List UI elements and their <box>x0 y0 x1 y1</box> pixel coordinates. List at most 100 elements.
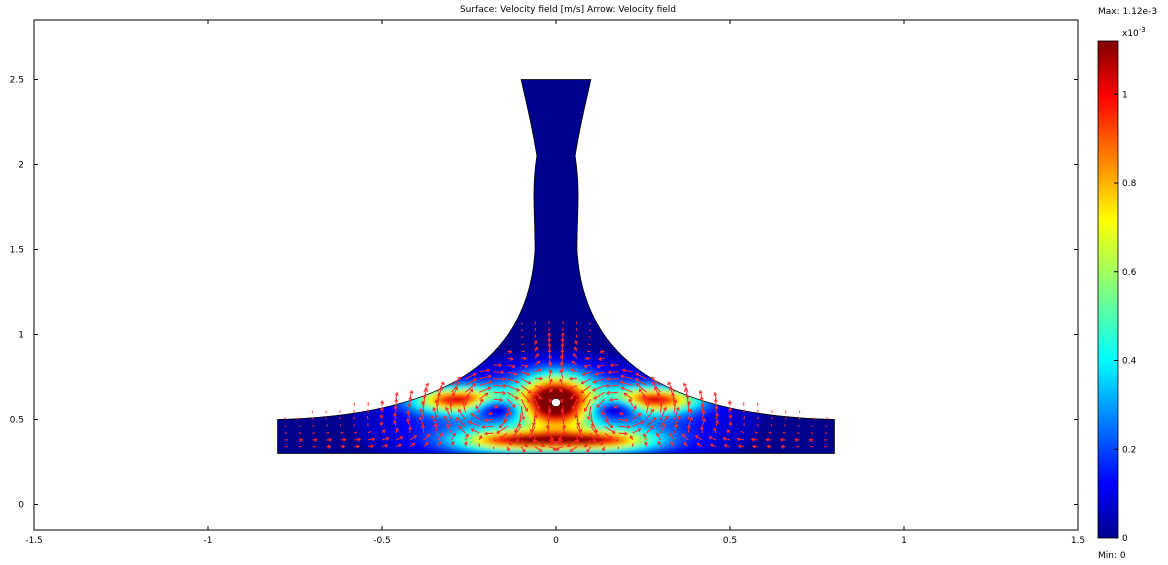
velocity-arrow-head <box>479 398 484 403</box>
velocity-arrow <box>520 336 524 339</box>
surface-cell <box>498 418 504 422</box>
surface-cell <box>657 429 663 432</box>
surface-cell <box>473 392 479 395</box>
velocity-arrow <box>659 424 666 434</box>
surface-cell <box>461 420 467 424</box>
surface-cell <box>469 422 475 426</box>
surface-cell <box>452 443 458 446</box>
surface-cell <box>695 447 700 451</box>
surface-cell <box>624 449 629 453</box>
surface-cell <box>553 451 558 454</box>
velocity-arrow-head <box>465 433 469 437</box>
surface-cell <box>457 420 462 424</box>
surface-cell <box>386 441 391 444</box>
surface-cell <box>394 449 400 453</box>
surface-cell <box>519 375 525 379</box>
velocity-arrow <box>673 407 679 420</box>
surface-cell <box>536 426 542 430</box>
velocity-arrow-head <box>727 400 732 404</box>
surface-cell <box>603 361 609 365</box>
surface-cell <box>628 418 634 422</box>
surface-cell <box>352 420 358 424</box>
velocity-arrow <box>584 439 592 448</box>
surface-cell <box>695 441 700 444</box>
surface-cell <box>482 371 487 375</box>
surface-cell <box>557 367 563 371</box>
surface-cell <box>427 445 433 448</box>
surface-cell <box>486 363 492 367</box>
surface-cell <box>661 422 667 426</box>
surface-cell <box>469 451 475 454</box>
surface-cell <box>653 420 659 424</box>
surface-cell <box>569 420 575 424</box>
surface-cell <box>569 349 575 353</box>
surface-cell <box>620 378 625 381</box>
surface-cell <box>532 357 538 361</box>
surface-cell <box>523 394 529 397</box>
surface-cell <box>607 380 613 383</box>
surface-cell <box>369 424 375 428</box>
surface-cell <box>536 445 542 448</box>
surface-cell <box>507 406 513 410</box>
surface-cell <box>661 433 667 436</box>
surface-cell <box>632 367 638 371</box>
surface-cell <box>482 435 487 438</box>
surface-cell <box>532 378 538 381</box>
surface-cell <box>469 402 475 406</box>
surface-cell <box>682 443 688 446</box>
surface-cell <box>377 435 383 438</box>
velocity-arrow <box>437 433 443 441</box>
surface-cell <box>670 418 675 422</box>
surface-cell <box>457 400 462 404</box>
surface-cell <box>611 408 617 412</box>
surface-cell <box>423 420 429 424</box>
surface-cell <box>707 420 713 424</box>
surface-cell <box>411 433 417 436</box>
surface-cell <box>686 412 692 416</box>
surface-cell <box>569 429 575 432</box>
surface-cell <box>653 451 659 454</box>
surface-cell <box>465 388 471 391</box>
velocity-arrow <box>618 419 628 421</box>
surface-cell <box>753 412 759 416</box>
surface-cell <box>611 439 617 442</box>
surface-cell <box>749 433 755 436</box>
surface-cell <box>574 402 579 406</box>
surface-cell <box>624 404 629 408</box>
velocity-arrow <box>559 379 564 386</box>
surface-cell <box>486 357 492 361</box>
surface-cell <box>599 369 604 373</box>
surface-cell <box>661 394 667 397</box>
surface-cell <box>457 445 462 448</box>
velocity-arrow <box>562 426 565 435</box>
surface-cell <box>716 443 721 446</box>
surface-cell <box>469 375 475 379</box>
surface-cell <box>574 355 579 359</box>
surface-cell <box>594 363 600 367</box>
surface-cell <box>402 406 408 410</box>
x-tick-label: 0.5 <box>723 536 737 546</box>
surface-cell <box>540 449 546 453</box>
surface-cell <box>427 441 433 444</box>
surface-cell <box>703 416 709 420</box>
surface-cell <box>569 351 575 355</box>
surface-cell <box>365 443 371 446</box>
velocity-arrow-head <box>524 408 529 412</box>
velocity-arrow-head <box>683 441 688 446</box>
surface-cell <box>632 447 638 451</box>
velocity-arrow <box>581 378 592 385</box>
surface-cell <box>599 429 604 432</box>
surface-cell <box>511 408 517 412</box>
surface-cell <box>557 445 563 448</box>
velocity-arrow-head <box>503 383 508 389</box>
velocity-arrow-head <box>613 404 618 409</box>
surface-cell <box>569 365 575 369</box>
surface-cell <box>653 441 659 444</box>
surface-cell <box>741 426 746 430</box>
surface-cell <box>628 429 634 432</box>
surface-cell <box>665 422 671 426</box>
surface-cell <box>611 422 617 426</box>
surface-cell <box>523 420 529 424</box>
surface-cell <box>607 445 613 448</box>
surface-cell <box>674 394 680 397</box>
